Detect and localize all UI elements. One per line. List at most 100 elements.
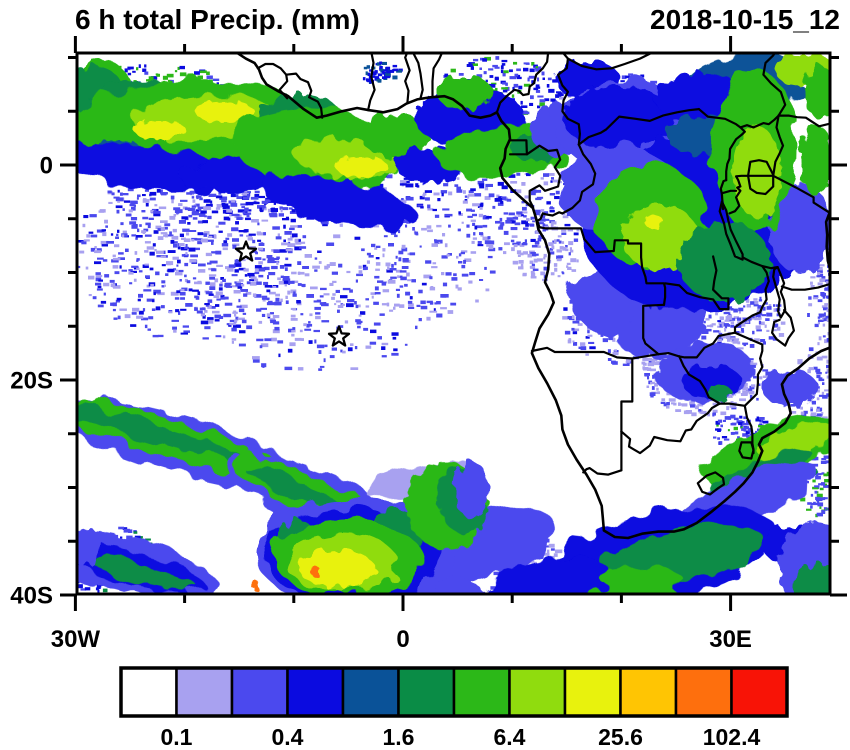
country-border-path [620,357,634,472]
precipitation-field-layer [77,53,830,594]
country-border-path [771,309,795,347]
country-border-path [256,62,289,100]
date-stamp: 2018-10-15_12 [650,4,840,35]
lake-outline-path [718,200,744,261]
coastline-path [234,53,830,540]
lon-tick-label: 0 [396,626,409,653]
country-border-path [762,53,787,117]
precip-blob [77,526,100,566]
colorbar-cell [119,666,178,718]
colorbar-tick-label: 25.6 [598,724,643,750]
precip-speckle-field [195,233,438,371]
colorbar-cell [230,666,289,718]
precip-speckle-field [510,221,579,282]
country-border-path [780,282,830,291]
precip-blob [454,462,490,518]
country-border-path [719,179,728,196]
colorbar-cell [563,666,622,718]
country-border-path [777,114,830,128]
country-border-path [508,139,528,156]
map-frame [75,51,832,596]
country-border-path [759,265,770,314]
country-border-path [664,255,730,311]
marker-layer [234,240,351,347]
colorbar-cell [674,666,733,718]
precip-blob [794,564,830,594]
country-border-path [697,108,780,129]
country-border-path [728,174,775,215]
storm-position-star-marker [327,325,351,347]
precip-blob [298,549,374,587]
colorbar-cell [286,666,345,718]
precip-blob [616,307,704,357]
colorbar-cell [619,666,678,718]
country-border-path [741,256,779,270]
country-border-path [582,467,623,476]
precip-blob [733,126,781,218]
country-border-path [620,402,721,455]
lon-tick-label: 30E [709,626,752,653]
country-border-path [285,72,324,119]
lake-outline-path [772,266,787,319]
colorbar: 0.1 0.4 1.6 6.4 25.6 102.4 [119,666,789,750]
colorbar-cell [397,666,456,718]
colorbar-cell [730,666,789,718]
lat-tick-label: 0 [40,153,53,180]
colorbar-tick-label: 1.6 [383,724,415,750]
precip-blob [134,121,186,139]
country-border-path [678,311,762,359]
precip-blob [679,222,771,302]
colorbar-cell [508,666,567,718]
lat-tick-label: 20S [10,368,53,395]
country-border-path [738,441,755,460]
country-border-path [495,53,550,114]
colorbar-tick-label: 6.4 [494,724,526,750]
country-border-path [721,189,738,194]
map-frame-layer [75,51,832,596]
country-border-path [412,53,424,100]
colorbar-cell [452,666,511,718]
precip-blob [800,124,830,196]
precip-blob [360,113,430,157]
lat-tick-label: 40S [10,583,53,610]
colorbar-cell [175,666,234,718]
country-border-path [367,53,376,112]
precip-blob [486,556,610,594]
colorbar-tick-label: 0.4 [272,724,304,750]
colorbar-tick-label: 0.1 [161,724,193,750]
country-border-path [536,143,597,229]
precip-blob [263,176,417,228]
precip-blob [195,102,255,122]
country-border-path [431,53,444,98]
precip-blob [804,66,830,118]
lake-outline-path [747,159,775,196]
precip-speckle-field [807,264,830,346]
colorbar-tick-label: 102.4 [703,724,761,750]
country-border-path [718,402,746,407]
precip-blob [644,216,664,228]
precip-blob [437,76,493,110]
colorbar-cell [341,666,400,718]
precip-blob [762,370,818,406]
precip-blob [77,405,257,463]
storm-position-star-marker [234,240,258,262]
country-border-path [530,346,681,360]
country-border-path [566,53,654,71]
axes-layer: 0 20S 40S 30W 0 30E [10,36,847,653]
precip-blob [87,556,197,590]
precip-speckle-field [362,61,403,84]
country-border-path [557,53,581,146]
country-border-path [678,355,721,405]
precip-blob [251,582,261,590]
country-border-path [725,126,746,182]
country-border-path [772,114,785,177]
country-border-path [404,53,411,104]
country-border-path [577,108,700,146]
country-border-path [525,144,562,208]
precip-blob [310,568,322,576]
lon-tick-label: 30W [51,626,101,653]
colorbar-outline [119,666,789,718]
country-border-path [733,331,764,407]
